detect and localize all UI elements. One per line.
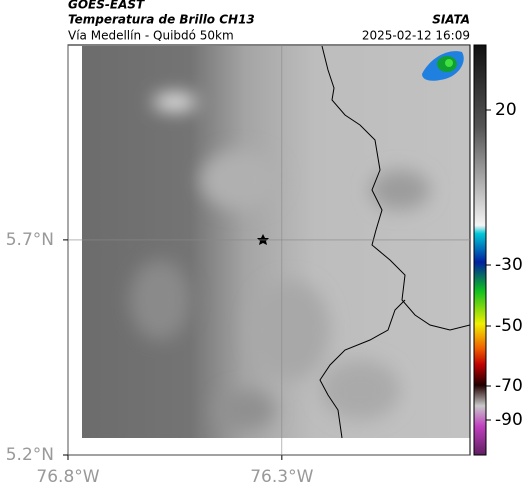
brand: SIATA [432, 13, 470, 27]
title: Temperatura de Brillo CH13 [68, 13, 255, 27]
source: GOES-EAST [68, 0, 145, 12]
x-tick-label: 76.3°W [250, 467, 313, 487]
colorbar-tick-label: -70 [495, 376, 523, 396]
colorbar-tick-label: -90 [495, 410, 523, 430]
satellite-image [82, 46, 470, 438]
colorbar-tick-label: -30 [495, 255, 523, 275]
subtitle: Vía Medellín - Quibdó 50km [68, 29, 234, 43]
datetime: 2025-02-12 16:09 [362, 29, 470, 43]
y-tick-label: 5.7°N [6, 230, 54, 250]
colorbar-tick-label: 20 [495, 100, 517, 120]
colorbar-tick-label: -50 [495, 316, 523, 336]
y-tick-label: 5.2°N [6, 445, 54, 465]
location-star [257, 234, 269, 245]
header: GOES-EAST Temperatura de Brillo CH13 Vía… [68, 0, 470, 43]
colorbar [473, 44, 487, 456]
x-tick-label: 76.8°W [36, 467, 99, 487]
